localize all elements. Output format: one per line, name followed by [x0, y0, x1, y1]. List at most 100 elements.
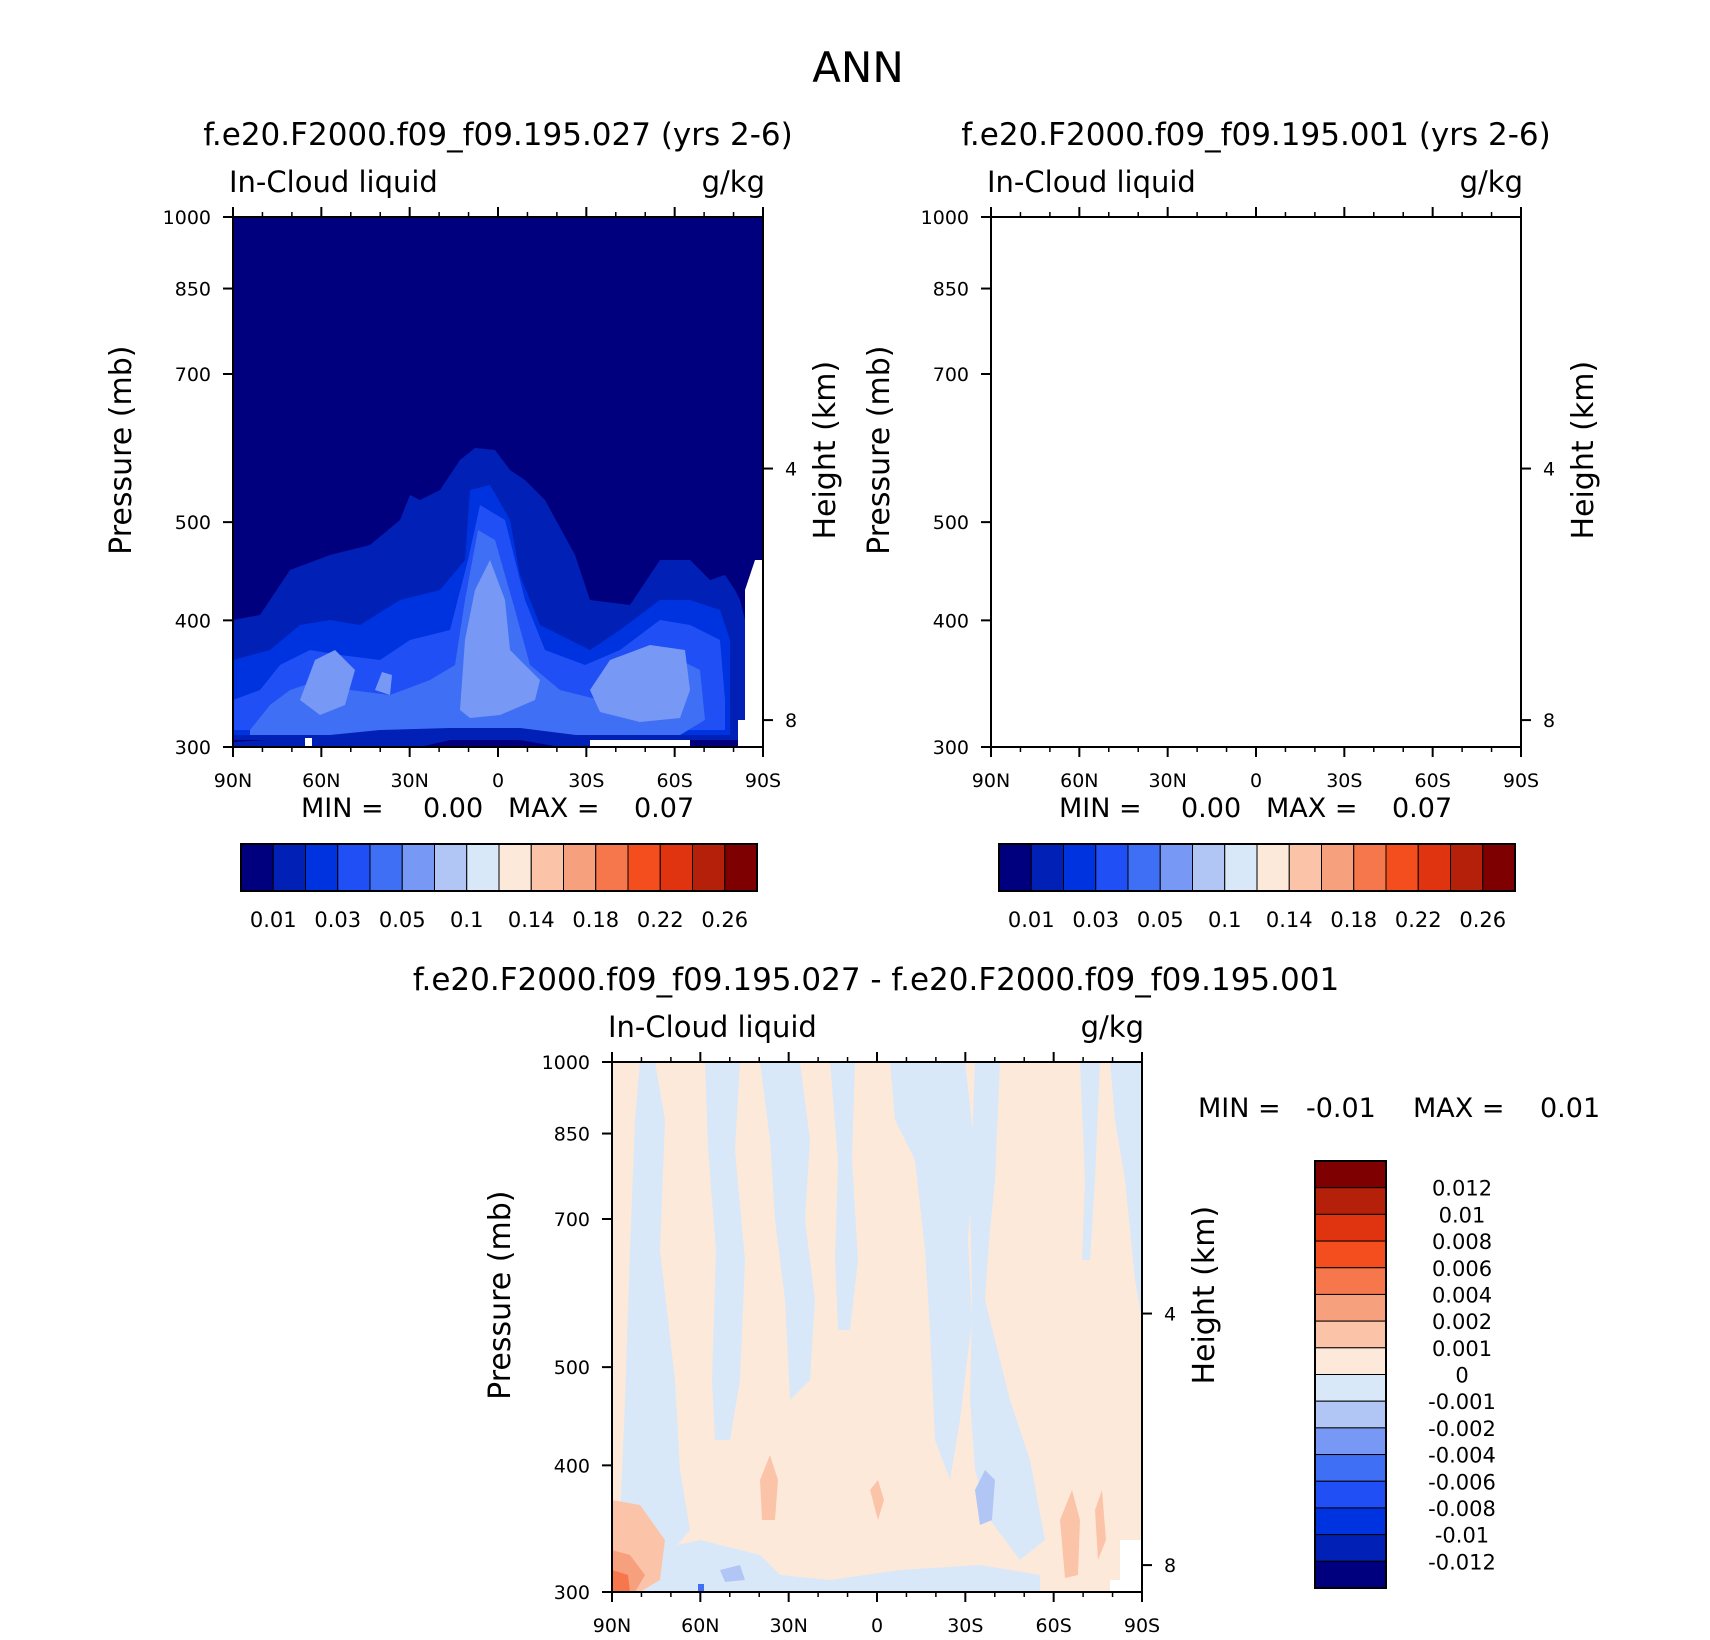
panel-c-y-tick-label: 500: [554, 1357, 590, 1379]
panel-b-x-tick-label: 90S: [1503, 770, 1539, 792]
panel-a-colorbar-swatch: [466, 843, 500, 892]
panel-a-colorbar-swatch: [434, 843, 468, 892]
panel-b-contour-3: [991, 505, 1483, 730]
panel-c-x-tick-label: 30S: [947, 1615, 983, 1636]
panel-c-axes: 90N 60N 30N 0 30S 60S 90S 300 400 500 700 850 1000 8 4…: [483, 1052, 1222, 1637]
panel-c-min-label: MIN =: [1198, 1093, 1281, 1124]
panel-c-colorbar-label: -0.006: [1428, 1470, 1496, 1494]
panel-c-field: [612, 1062, 1142, 1592]
panel-a-colorbar-label: 0.22: [637, 908, 684, 932]
panel-b-plot-frame: [990, 216, 1522, 748]
panel-b-colorbar-label: 0.01: [1008, 908, 1055, 932]
panel-c-positive-blob-3: [612, 1570, 630, 1592]
panel-a-colorbar-swatch: [595, 843, 629, 892]
panel-c-colorbar-swatch: [1314, 1480, 1387, 1509]
panel-c-missing-data: [1110, 1540, 1142, 1592]
panel-a-y2-axis-title: Height (km): [808, 361, 843, 540]
panel-c-x-tick-label: 60S: [1036, 1615, 1072, 1636]
panel-b-colorbar-label: 0.22: [1395, 908, 1442, 932]
panel-c-colorbar-label: -0.01: [1435, 1524, 1489, 1548]
panel-c-colorbar-swatch: [1314, 1560, 1387, 1589]
panel-b-min-value: 0.00: [1181, 793, 1241, 824]
panel-b-axes: 90N 60N 30N 0 30S 60S 90S 300 400 500 700 850 1000 8 4…: [862, 207, 1601, 792]
panel-c-y-tick-label: 850: [554, 1124, 590, 1146]
panel-c-negative-blob: [975, 1470, 995, 1525]
panel-c-x-tick-label: 0: [871, 1615, 883, 1636]
panel-b-contour-7: [1348, 645, 1448, 722]
panel-a-contour-8: [375, 672, 392, 695]
panel-a-y-tick-label: 700: [175, 364, 211, 386]
panel-b-background-contour: [991, 217, 1521, 747]
panel-c-colorbar-label: 0: [1455, 1364, 1468, 1388]
panel-b-y-tick-label: 700: [933, 364, 969, 386]
panel-c-y-tick-label: 1000: [542, 1052, 590, 1074]
panel-b-contour-2: [991, 485, 1488, 735]
panel-a-colorbar-label: 0.1: [450, 908, 483, 932]
panel-b-y-axis-title: Pressure (mb): [862, 346, 897, 555]
panel-a-x-tick-label: 0: [492, 770, 504, 792]
panel-a-colorbar-swatch: [659, 843, 693, 892]
panel-b-colorbar-swatch: [1385, 843, 1419, 892]
panel-a-y-tick-label: 500: [175, 512, 211, 534]
panel-a-x-tick-label: 60S: [657, 770, 693, 792]
panel-a-max-label: MAX =: [508, 793, 599, 824]
panel-a-x-tick-label: 90N: [214, 770, 252, 792]
panel-b-y-tick-label: 300: [933, 737, 969, 759]
panel-b-title: f.e20.F2000.f09_f09.195.001 (yrs 2-6): [961, 117, 1551, 153]
panel-c-colorbar-label: 0.012: [1432, 1177, 1492, 1201]
panel-c-y2-axis-title: Height (km): [1187, 1206, 1222, 1385]
panel-c-colorbar-swatch: [1314, 1347, 1387, 1375]
panel-b-max-label: MAX =: [1266, 793, 1357, 824]
panel-a-axes: 90N 60N 30N 0 30S 60S 90S 300 400 500 700 850 1000 8 4…: [104, 207, 843, 792]
panel-a-missing-data-2: [305, 738, 690, 747]
panel-a-colorbar-label: 0.26: [701, 908, 748, 932]
panel-c-positive-blob-4: [760, 1455, 778, 1520]
panel-c-y-axis-title: Pressure (mb): [483, 1191, 518, 1400]
panel-c-colorbar-swatch: [1314, 1267, 1387, 1295]
panel-b-y2-tick-label: 4: [1543, 459, 1555, 481]
panel-b-contour-5: [1058, 650, 1113, 715]
panel-c-y-tick-label: 700: [554, 1209, 590, 1231]
panel-c-title: f.e20.F2000.f09_f09.195.027 - f.e20.F200…: [413, 962, 1339, 998]
panel-c-colorbar-swatch: [1314, 1374, 1387, 1402]
panel-b-colorbar-label: 0.05: [1137, 908, 1184, 932]
panel-b-colorbar-frame: [998, 843, 1516, 892]
panel-c: f.e20.F2000.f09_f09.195.027 - f.e20.F200…: [413, 962, 1600, 1637]
panel-b-colorbar-swatch: [1321, 843, 1355, 892]
panel-b-colorbar-swatch: [1095, 843, 1129, 892]
panel-b-x-tick-label: 60N: [1060, 770, 1098, 792]
panel-b-colorbar-swatch: [1192, 843, 1226, 892]
panel-c-colorbar-label: -0.004: [1428, 1444, 1496, 1468]
panel-a-colorbar-label: 0.05: [379, 908, 426, 932]
panel-a: f.e20.F2000.f09_f09.195.027 (yrs 2-6) In…: [104, 117, 843, 932]
panel-c-colorbar-label: -0.012: [1428, 1550, 1496, 1574]
panel-a-min-value: 0.00: [423, 793, 483, 824]
panel-a-colorbar-swatch: [692, 843, 726, 892]
panel-a-colorbar-swatch: [305, 843, 339, 892]
panel-b-colorbar-swatch: [1224, 843, 1258, 892]
panel-a-contour-7: [590, 645, 690, 722]
panel-a-y-tick-label: 300: [175, 737, 211, 759]
panel-c-negative-band-7: [1080, 1062, 1100, 1260]
panel-a-colorbar-swatch: [272, 843, 306, 892]
panel-c-colorbar-label: 0.006: [1432, 1257, 1492, 1281]
panel-a-x-tick-label: 90S: [745, 770, 781, 792]
panel-b-x-tick-label: 30N: [1148, 770, 1186, 792]
panel-b-colorbar-swatch: [1450, 843, 1484, 892]
panel-c-x-tick-label: 30N: [769, 1615, 807, 1636]
panel-a-colorbar-frame: [240, 843, 758, 892]
panel-c-colorbar-swatch: [1314, 1400, 1387, 1429]
panel-b-colorbar-swatch: [1482, 843, 1516, 892]
panel-a-max-value: 0.07: [634, 793, 694, 824]
panel-c-colorbar-swatch: [1314, 1427, 1387, 1456]
panel-a-y-tick-label: 400: [175, 610, 211, 632]
panel-a-title: f.e20.F2000.f09_f09.195.027 (yrs 2-6): [203, 117, 793, 153]
panel-c-negative-band-6: [970, 1062, 1045, 1560]
panel-a-colorbar-label: 0.14: [508, 908, 555, 932]
panel-b-missing-data: [1496, 560, 1521, 747]
panel-a-x-tick-label: 30N: [390, 770, 428, 792]
panel-b-contour-4: [1008, 530, 1463, 735]
panel-a-min-label: MIN =: [301, 793, 384, 824]
